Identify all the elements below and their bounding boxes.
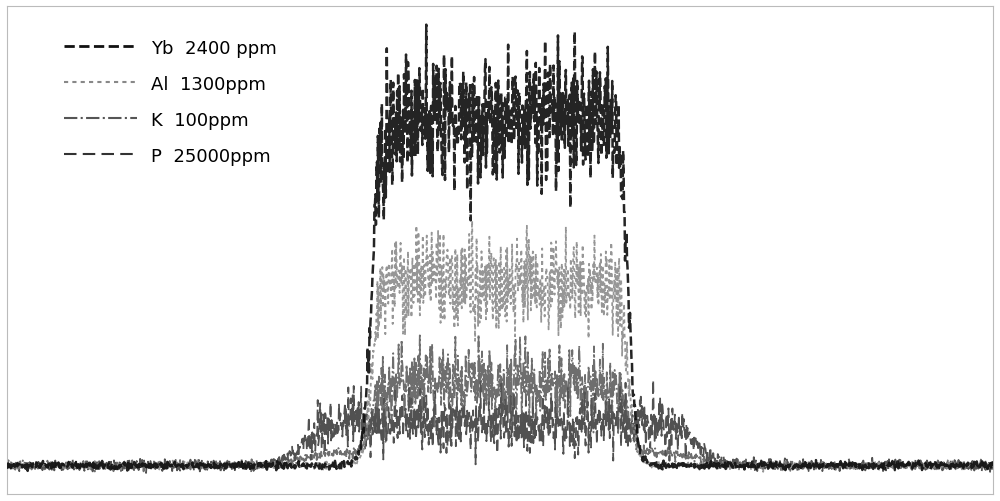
Legend: Yb  2400 ppm, Al  1300ppm, K  100ppm, P  25000ppm: Yb 2400 ppm, Al 1300ppm, K 100ppm, P 250… [55,31,286,174]
